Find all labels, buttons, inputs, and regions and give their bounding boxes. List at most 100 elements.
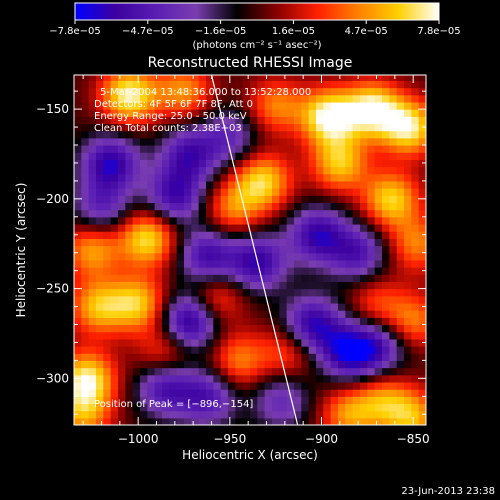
heatmap-cell <box>330 396 339 405</box>
x-tick-label: −900 <box>305 432 338 446</box>
heatmap-cell <box>323 417 332 425</box>
plot-area: −1000 −950 −900 −850−150−200−250−300 5-Mar-… <box>36 74 430 446</box>
heatmap-cell <box>367 202 376 211</box>
heatmap-cell <box>96 231 104 239</box>
heatmap-cell <box>286 317 295 326</box>
heatmap-cell <box>140 80 148 89</box>
heatmap-cell <box>74 360 82 369</box>
heatmap-cell <box>396 367 405 376</box>
heatmap-cell <box>345 367 354 376</box>
heatmap-cell <box>235 367 244 376</box>
heatmap-cell <box>118 195 126 204</box>
heatmap-cell <box>389 252 398 261</box>
heatmap-cell <box>294 403 302 412</box>
heatmap-cell <box>213 152 222 160</box>
heatmap-cell <box>360 223 368 232</box>
heatmap-cell <box>382 403 390 412</box>
heatmap-cell <box>103 173 112 182</box>
heatmap-cell <box>125 360 134 369</box>
heatmap-cell <box>301 396 310 405</box>
heatmap-cell <box>308 216 317 225</box>
heatmap-cell <box>235 123 244 132</box>
heatmap-cell <box>374 123 383 132</box>
heatmap-cell <box>272 367 280 376</box>
heatmap-cell <box>272 116 280 125</box>
heatmap-cell <box>191 274 200 283</box>
heatmap-cell <box>169 302 178 311</box>
heatmap-cell <box>242 245 251 254</box>
heatmap-cell <box>118 94 126 103</box>
heatmap-cell <box>162 231 170 239</box>
heatmap-cell <box>206 123 214 132</box>
heatmap-cell <box>198 252 207 261</box>
heatmap-cell <box>154 381 163 390</box>
heatmap-cell <box>140 223 148 232</box>
heatmap-cell <box>330 360 339 369</box>
heatmap-cell <box>191 123 200 132</box>
heatmap-cell <box>389 166 398 175</box>
heatmap-cell <box>81 367 90 376</box>
heatmap-cell <box>88 216 97 225</box>
heatmap-cell <box>330 346 339 354</box>
heatmap-cell <box>198 159 207 168</box>
heatmap-cell <box>81 188 90 196</box>
heatmap-cell <box>74 223 82 232</box>
heatmap-cell <box>235 331 244 340</box>
heatmap-cell <box>118 87 126 96</box>
heatmap-cell <box>286 403 295 412</box>
heatmap-cell <box>125 381 134 390</box>
heatmap-cell <box>411 389 420 397</box>
heatmap-cell <box>242 288 251 297</box>
heatmap-cell <box>140 295 148 304</box>
heatmap-cell <box>235 195 244 204</box>
heatmap-cell <box>338 324 346 333</box>
heatmap-cell <box>294 252 302 261</box>
heatmap-cell <box>367 180 376 189</box>
heatmap-cell <box>184 101 192 110</box>
heatmap-cell <box>323 331 332 340</box>
heatmap-cell <box>352 209 361 218</box>
heatmap-cell <box>360 145 368 153</box>
heatmap-cell <box>330 331 339 340</box>
heatmap-cell <box>132 109 141 117</box>
heatmap-cell <box>132 389 141 397</box>
heatmap-cell <box>118 331 126 340</box>
heatmap-cell <box>338 310 346 318</box>
heatmap-cell <box>235 381 244 390</box>
heatmap-cell <box>257 216 266 225</box>
heatmap-cell <box>367 374 376 383</box>
heatmap-cell <box>169 159 178 168</box>
heatmap-cell <box>206 188 214 196</box>
heatmap-cell <box>294 101 302 110</box>
heatmap-cell <box>338 403 346 412</box>
heatmap-cell <box>162 302 170 311</box>
heatmap-cell <box>301 410 310 419</box>
heatmap-cell <box>154 360 163 369</box>
heatmap-cell <box>323 274 332 283</box>
heatmap-cell <box>125 259 134 268</box>
heatmap-cell <box>220 367 229 376</box>
heatmap-cell <box>213 274 222 283</box>
heatmap-cell <box>162 173 170 182</box>
heatmap-cell <box>330 231 339 239</box>
heatmap-cell <box>316 109 324 117</box>
heatmap-cell <box>294 209 302 218</box>
heatmap-cell <box>132 310 141 318</box>
heatmap-cell <box>345 137 354 146</box>
heatmap-cell <box>81 209 90 218</box>
heatmap-cell <box>286 145 295 153</box>
heatmap-cell <box>338 166 346 175</box>
heatmap-cell <box>418 288 426 297</box>
heatmap-cell <box>250 159 258 168</box>
heatmap-cell <box>308 152 317 160</box>
heatmap-cell <box>88 145 97 153</box>
heatmap-cell <box>294 166 302 175</box>
heatmap-cell <box>220 346 229 354</box>
heatmap-cell <box>118 216 126 225</box>
heatmap-cell <box>96 338 104 347</box>
heatmap-cell <box>382 324 390 333</box>
heatmap-cell <box>154 410 163 419</box>
heatmap-cell <box>154 209 163 218</box>
heatmap-cell <box>367 274 376 283</box>
annotation-peak-position: Position of Peak = [−896,−154] <box>94 399 253 410</box>
